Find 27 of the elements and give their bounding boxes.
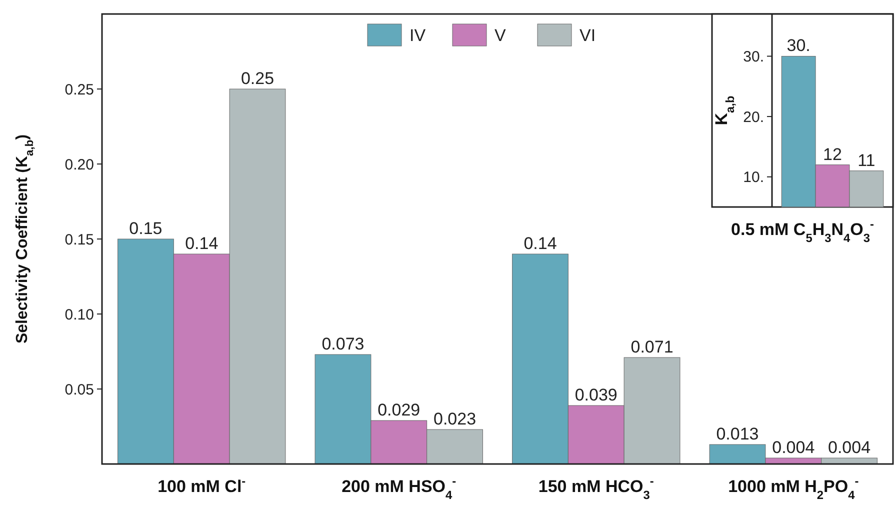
legend-label: V <box>494 26 506 45</box>
data-label: 0.15 <box>129 219 162 238</box>
data-label: 0.029 <box>378 400 420 420</box>
data-label: 30. <box>786 36 810 56</box>
y-tick-label: 0.20 <box>64 156 94 174</box>
data-label: 0.14 <box>185 234 218 253</box>
y-tick-label: 10. <box>743 169 764 186</box>
data-label: 0.004 <box>772 438 815 457</box>
legend-label: VI <box>580 26 596 45</box>
y-tick-label: 20. <box>743 108 764 126</box>
y-tick-label: 0.15 <box>64 231 94 248</box>
data-label: 0.071 <box>630 338 674 356</box>
data-label: 0.013 <box>716 424 759 444</box>
data-label: 0.004 <box>828 438 871 457</box>
y-tick-label: 0.05 <box>64 381 94 398</box>
y-tick-label: 0.25 <box>64 81 94 98</box>
data-label: 12 <box>823 144 842 164</box>
y-tick-label: 30. <box>743 48 764 66</box>
x-tick-label: 100 mM Cl$^{-}$ <box>158 474 246 496</box>
data-label: 11 <box>858 150 876 170</box>
data-label: 0.023 <box>433 410 476 428</box>
legend-label: IV <box>410 26 426 45</box>
data-label: 0.039 <box>574 386 618 404</box>
y-tick-label: 0.10 <box>64 306 94 324</box>
data-label: 0.073 <box>322 334 364 354</box>
data-label: 0.25 <box>240 69 274 88</box>
data-label: 0.14 <box>524 234 557 253</box>
